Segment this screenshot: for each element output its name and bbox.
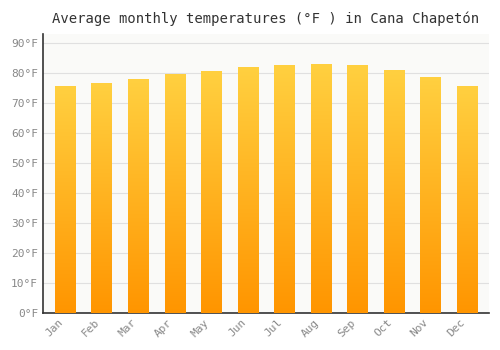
Title: Average monthly temperatures (°F ) in Cana Chapetón: Average monthly temperatures (°F ) in Ca… bbox=[52, 11, 480, 26]
